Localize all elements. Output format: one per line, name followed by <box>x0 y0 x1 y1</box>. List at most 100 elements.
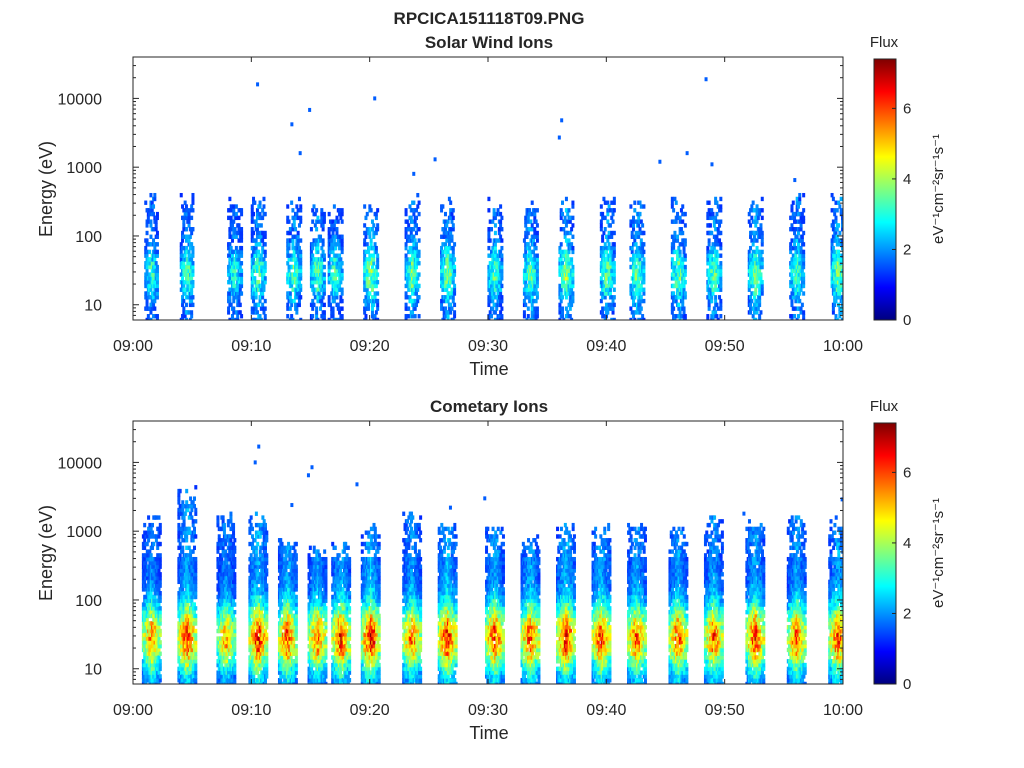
flux-cell <box>493 295 497 300</box>
flux-cell <box>608 223 612 228</box>
flux-cell <box>451 298 455 304</box>
flux-cell <box>338 261 342 266</box>
flux-cell <box>250 283 254 289</box>
flux-cell <box>259 253 263 258</box>
flux-cell <box>150 530 154 535</box>
flux-cell <box>683 264 687 270</box>
flux-cell <box>216 583 220 588</box>
flux-cell <box>338 253 342 258</box>
flux-cell <box>411 219 415 224</box>
flux-cell <box>747 279 751 285</box>
flux-cell <box>755 204 759 209</box>
flux-cell <box>363 264 367 270</box>
flux-cell <box>711 317 715 320</box>
flux-cell <box>291 234 295 239</box>
flux-cell <box>240 276 244 281</box>
flux-cell <box>370 287 374 292</box>
flux-cell <box>677 279 681 285</box>
flux-point <box>373 96 377 101</box>
flux-cell <box>610 302 614 308</box>
flux-cell <box>230 314 234 319</box>
flux-cell <box>599 223 603 228</box>
flux-cell <box>184 302 188 308</box>
flux-cell <box>637 298 641 304</box>
flux-cell <box>790 261 794 266</box>
flux-cell <box>493 242 497 247</box>
flux-cell <box>528 298 532 304</box>
flux-cell <box>340 317 344 320</box>
flux-cell <box>149 287 153 292</box>
flux-cell <box>844 299 847 303</box>
flux-cell <box>183 291 187 296</box>
flux-cell <box>629 317 633 320</box>
flux-cell <box>533 230 537 236</box>
flux-cell <box>145 302 149 308</box>
flux-cell <box>372 223 376 228</box>
flux-cell <box>299 295 303 300</box>
flux-cell <box>566 211 570 217</box>
flux-cell <box>261 291 265 296</box>
flux-cell <box>219 651 223 656</box>
flux-cell <box>707 208 711 213</box>
flux-cell <box>712 261 716 266</box>
flux-cell <box>719 219 723 224</box>
flux-cell <box>670 200 674 205</box>
flux-cell <box>153 257 157 262</box>
flux-cell <box>719 253 723 258</box>
flux-cell <box>710 272 714 277</box>
flux-cell <box>758 291 762 296</box>
flux-cell <box>230 636 234 641</box>
flux-cell <box>189 640 193 645</box>
flux-cell <box>257 253 261 258</box>
flux-cell <box>835 242 839 247</box>
flux-cell <box>372 261 376 266</box>
flux-cell <box>802 317 806 320</box>
flux-cell <box>374 310 378 315</box>
flux-cell <box>642 291 646 296</box>
flux-cell <box>760 291 764 296</box>
flux-cell <box>336 238 340 243</box>
flux-cell <box>224 534 228 539</box>
flux-cell <box>193 504 196 509</box>
flux-cell <box>222 530 226 535</box>
flux-cell <box>219 643 223 649</box>
flux-cell <box>367 249 371 255</box>
flux-cell <box>630 310 634 315</box>
flux-cell <box>322 253 326 258</box>
flux-cell <box>563 234 567 239</box>
flux-cell <box>607 302 611 308</box>
flux-cell <box>338 211 342 217</box>
flux-cell <box>155 215 159 221</box>
flux-cell <box>840 253 843 258</box>
flux-cell <box>795 196 799 202</box>
flux-cell <box>363 310 367 315</box>
flux-cell <box>682 287 686 292</box>
flux-cell <box>559 257 563 262</box>
flux-cell <box>449 272 453 277</box>
flux-cell <box>676 276 680 281</box>
flux-cell <box>446 245 450 251</box>
flux-cell <box>530 310 534 315</box>
flux-cell <box>216 545 220 551</box>
flux-cell <box>571 276 575 281</box>
flux-cell <box>250 306 254 311</box>
flux-cell <box>678 317 682 320</box>
flux-cell <box>226 522 230 528</box>
flux-cell <box>681 230 685 236</box>
flux-cell <box>749 310 753 315</box>
flux-cell <box>261 261 265 266</box>
flux-cell <box>230 659 234 664</box>
flux-cell <box>530 279 534 285</box>
flux-cell <box>145 541 149 547</box>
flux-cell <box>831 268 835 274</box>
flux-cell <box>674 200 678 205</box>
flux-cell <box>567 249 571 255</box>
flux-cell <box>194 640 198 645</box>
flux-cell <box>758 317 762 320</box>
flux-cell <box>288 230 292 236</box>
flux-cell <box>158 583 162 588</box>
flux-cell <box>369 253 373 258</box>
flux-cell <box>149 310 153 315</box>
flux-cell <box>641 223 645 228</box>
flux-cell <box>313 276 317 281</box>
